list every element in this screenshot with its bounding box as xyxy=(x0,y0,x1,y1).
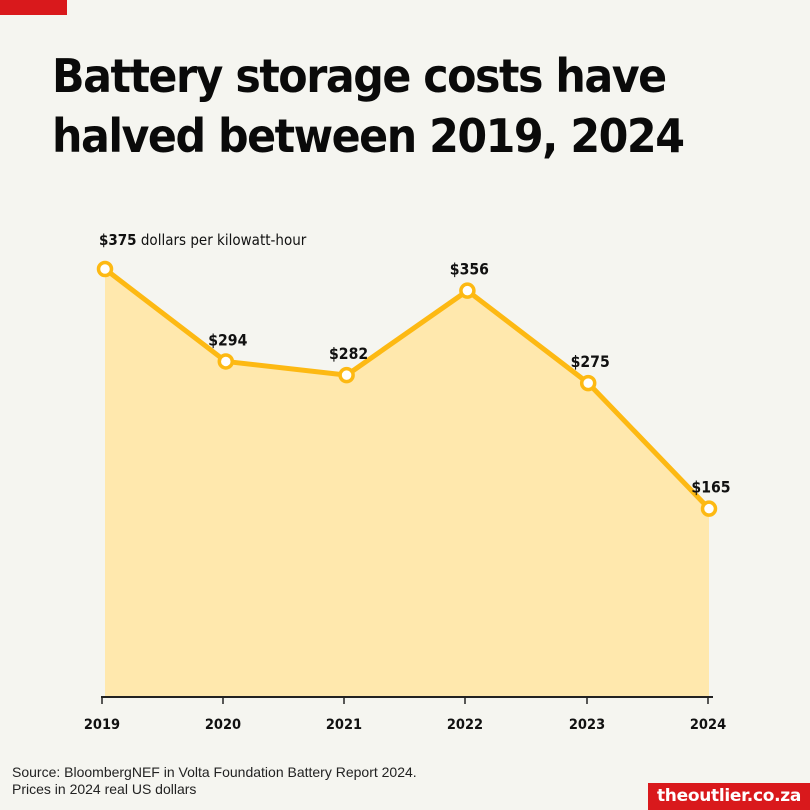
x-tick-label: 2024 xyxy=(690,716,726,733)
data-point xyxy=(96,260,114,278)
data-point xyxy=(338,366,355,384)
unit-label-text: dollars per kilowatt-hour xyxy=(136,231,307,249)
data-point xyxy=(700,500,718,517)
data-label: $356 xyxy=(450,260,489,279)
data-label: $275 xyxy=(571,352,610,371)
chart-title: Battery storage costs have halved betwee… xyxy=(52,49,685,163)
data-point xyxy=(217,353,235,370)
data-point xyxy=(459,282,476,299)
unit-label: $375 dollars per kilowatt-hour xyxy=(99,231,306,249)
brand-logo[interactable]: theoutlier.co.za xyxy=(648,783,810,810)
source-line: Source: BloombergNEF in Volta Foundation… xyxy=(12,764,417,780)
x-tick-label: 2022 xyxy=(447,716,483,733)
data-label: $165 xyxy=(691,478,730,497)
x-tick-label: 2019 xyxy=(84,716,120,733)
data-label: $282 xyxy=(329,344,368,363)
series-line xyxy=(103,267,711,511)
unit-label-value: $375 xyxy=(99,231,137,249)
data-label: $294 xyxy=(208,331,247,350)
brand-accent-bar xyxy=(0,0,67,15)
source-note: Source: BloombergNEF in Volta Foundation… xyxy=(12,764,417,798)
area-fill xyxy=(105,269,709,697)
prices-note: Prices in 2024 real US dollars xyxy=(12,781,197,797)
data-point xyxy=(579,374,597,392)
x-tick-label: 2020 xyxy=(205,716,241,733)
x-tick-label: 2023 xyxy=(569,716,605,733)
x-tick-label: 2021 xyxy=(326,716,362,733)
